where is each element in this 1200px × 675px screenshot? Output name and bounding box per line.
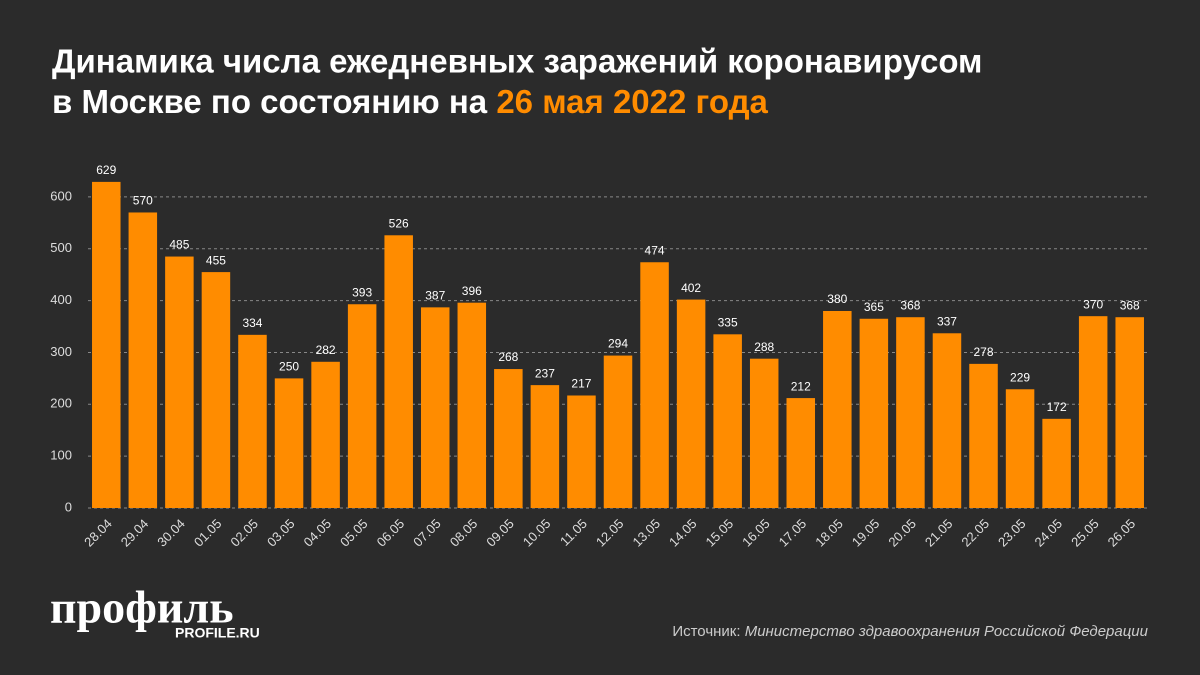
source-label: Источник: [672,623,740,640]
bar [128,212,158,508]
value-label: 172 [1047,400,1067,414]
value-label: 485 [169,238,189,252]
value-label: 237 [535,366,555,380]
value-label: 455 [206,253,226,267]
value-label: 393 [352,285,372,299]
value-label: 396 [462,284,482,298]
bar [347,304,377,508]
bar [384,235,413,508]
bar [1078,316,1108,508]
bar [1042,418,1071,508]
bar [420,307,450,508]
chart-title: Динамика числа ежедневных заражений коро… [52,43,982,80]
bar [859,318,889,508]
value-label: 288 [754,340,774,354]
y-tick-label: 500 [50,240,72,255]
value-label: 370 [1083,297,1103,311]
value-label: 278 [974,345,994,359]
value-label: 387 [425,289,445,303]
bar [1115,317,1144,508]
y-tick-label: 0 [65,499,72,514]
bar [932,333,962,508]
bar [165,256,194,508]
chart-title: в Москве по состоянию на 26 мая 2022 год… [52,83,769,120]
value-label: 629 [96,163,116,177]
value-label: 402 [681,281,701,295]
value-label: 526 [389,216,409,230]
bar [896,317,925,508]
bar [1005,389,1035,508]
y-tick-label: 600 [50,188,72,203]
value-label: 337 [937,314,957,328]
chart-title-date: 26 мая 2022 года [496,83,768,120]
bar [494,369,523,508]
bar [567,395,596,508]
bar [457,302,487,508]
value-label: 380 [827,292,847,306]
bar [201,272,231,508]
value-label: 570 [133,194,153,208]
bar [969,363,998,508]
logo: профиль [50,582,234,633]
value-label: 250 [279,360,299,374]
chart-title-text: в Москве по состоянию на [52,83,488,120]
bar [311,361,340,508]
bar [786,398,816,508]
value-label: 368 [900,298,920,312]
value-label: 212 [791,379,811,393]
value-label: 294 [608,337,628,351]
source-text: Министерство здравоохранения Российской … [745,623,1149,640]
bar [749,358,779,508]
value-label: 335 [718,315,738,329]
bar [530,385,560,508]
y-tick-label: 200 [50,396,72,411]
source: Источник: Министерство здравоохранения Р… [672,623,1148,640]
value-label: 268 [498,350,518,364]
value-label: 282 [316,343,336,357]
value-label: 365 [864,300,884,314]
value-label: 334 [242,316,262,330]
bar [640,262,669,508]
bar [603,355,633,508]
bar [676,299,706,508]
bar [823,310,852,508]
y-tick-label: 100 [50,448,72,463]
value-label: 217 [571,377,591,391]
bar [274,378,304,508]
y-tick-label: 300 [50,344,72,359]
y-tick-label: 400 [50,292,72,307]
value-label: 474 [645,243,665,257]
value-label: 229 [1010,370,1030,384]
bar [238,334,267,508]
value-label: 368 [1120,298,1140,312]
bar [92,181,121,508]
bar [713,334,742,508]
logo-url: PROFILE.RU [175,625,260,641]
